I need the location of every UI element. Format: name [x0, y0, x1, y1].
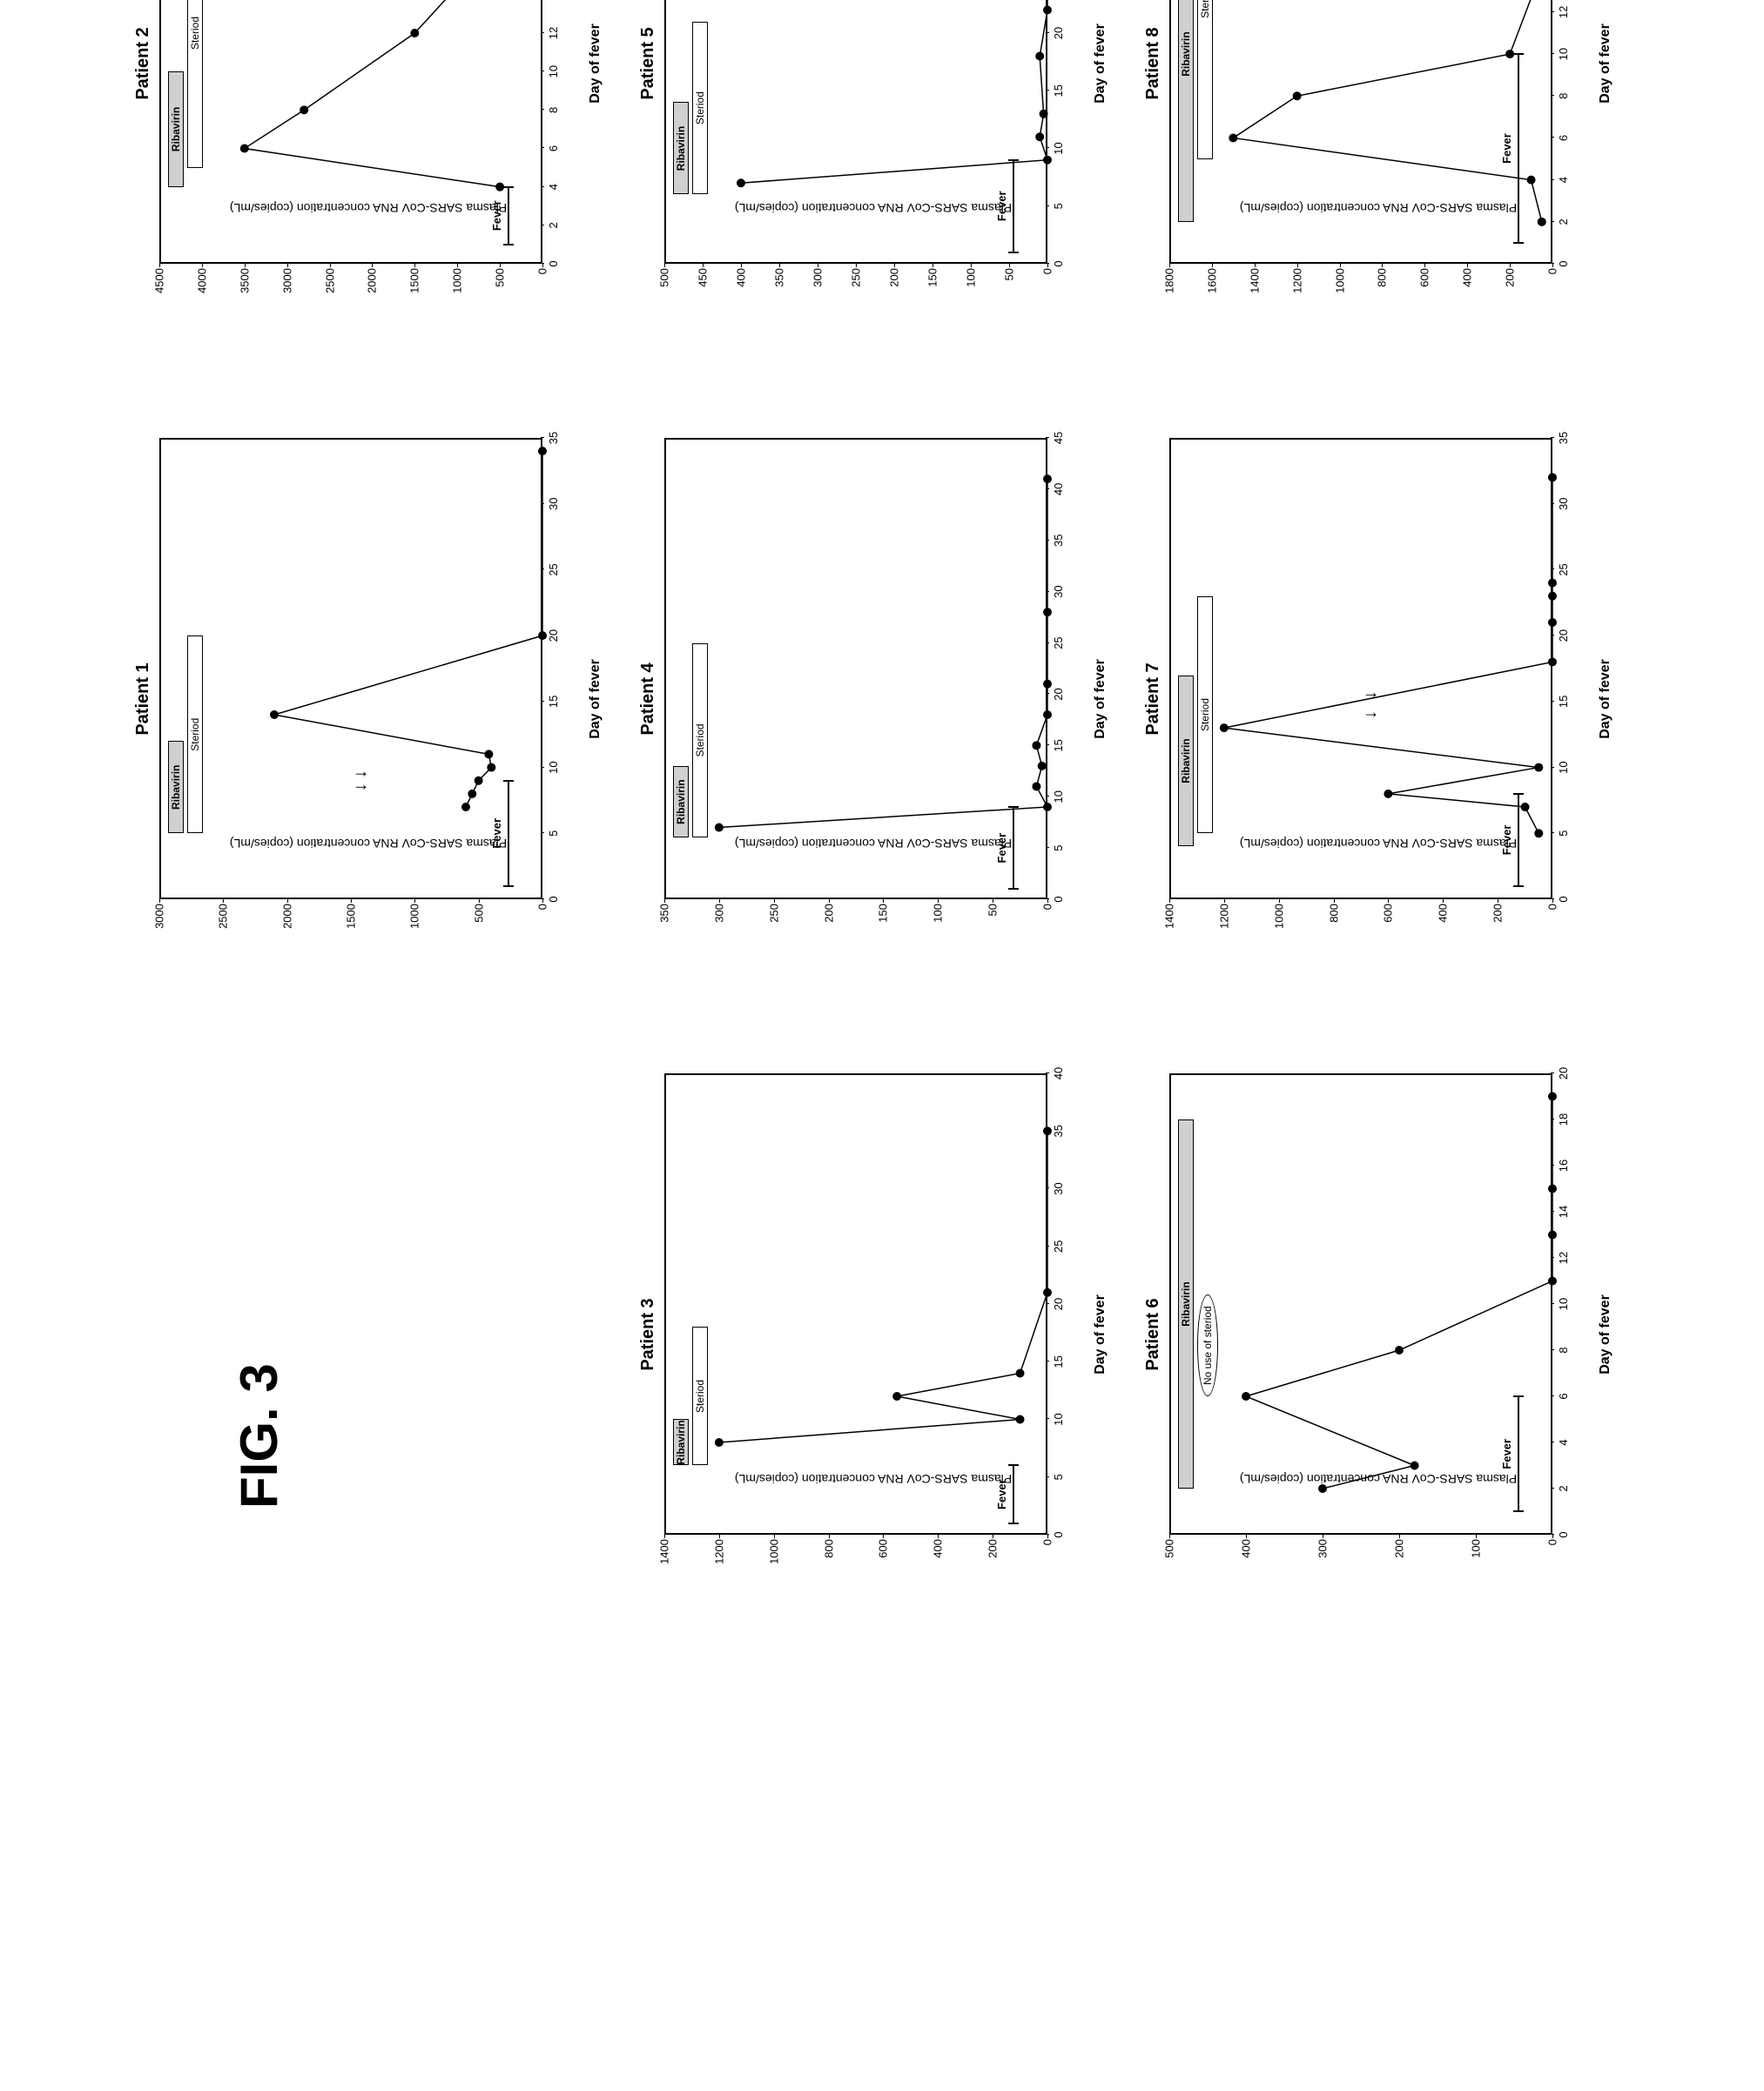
data-series: [133, 0, 603, 342]
chart-7: Patient 7Plasma SARS-CoV RNA concentrati…: [1143, 420, 1613, 978]
chart-5: Patient 5Plasma SARS-CoV RNA concentrati…: [638, 0, 1108, 342]
data-series: [638, 1056, 1108, 1613]
data-series: [638, 420, 1108, 978]
chart-grid: Patient 1Plasma SARS-CoV RNA concentrati…: [98, 0, 1666, 1665]
data-series: [638, 0, 1108, 342]
chart-4: Patient 4Plasma SARS-CoV RNA concentrati…: [638, 420, 1108, 978]
figure-page: FIG. 3 Patient 1Plasma SARS-CoV RNA conc…: [98, 0, 1666, 1665]
data-series: [1143, 0, 1613, 342]
chart-2: Patient 2Plasma SARS-CoV RNA concentrati…: [133, 0, 603, 342]
chart-1: Patient 1Plasma SARS-CoV RNA concentrati…: [133, 420, 603, 978]
chart-8: Patient 8Plasma SARS-CoV RNA concentrati…: [1143, 0, 1613, 342]
chart-3: Patient 3Plasma SARS-CoV RNA concentrati…: [638, 1056, 1108, 1613]
data-series: [1143, 420, 1613, 978]
data-series: [133, 420, 603, 978]
chart-6: Patient 6Plasma SARS-CoV RNA concentrati…: [1143, 1056, 1613, 1613]
data-series: [1143, 1056, 1613, 1613]
